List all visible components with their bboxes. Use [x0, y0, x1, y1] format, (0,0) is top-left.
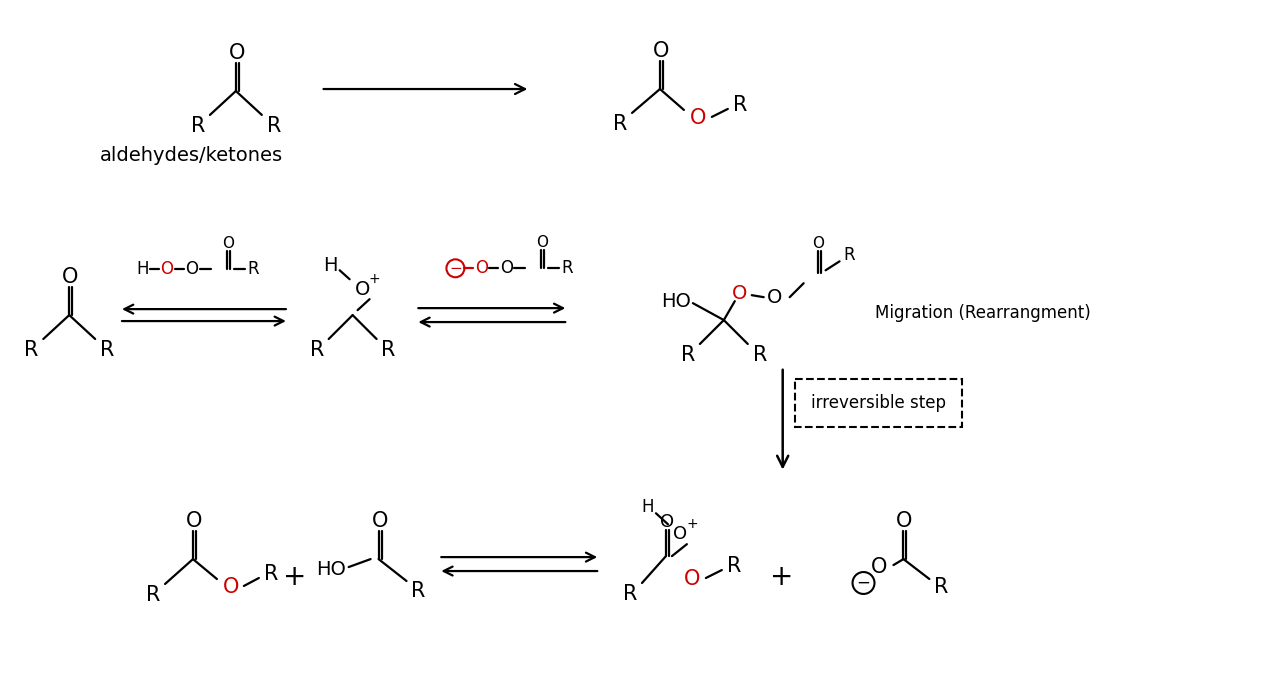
Text: O: O	[161, 260, 174, 278]
Text: R: R	[844, 246, 855, 264]
Text: O: O	[355, 280, 370, 299]
Text: R: R	[264, 564, 278, 584]
Text: −: −	[856, 574, 871, 592]
Text: R: R	[934, 577, 949, 597]
Text: O: O	[500, 259, 513, 277]
Text: O: O	[222, 577, 239, 597]
Text: R: R	[412, 581, 426, 601]
Text: O: O	[689, 108, 706, 128]
Text: HO: HO	[316, 559, 346, 578]
Text: R: R	[622, 584, 638, 604]
Text: O: O	[229, 43, 246, 63]
Text: O: O	[896, 511, 913, 532]
Text: +: +	[687, 517, 698, 532]
FancyBboxPatch shape	[795, 379, 962, 426]
Text: H: H	[642, 498, 655, 517]
Text: O: O	[766, 287, 782, 306]
Text: +: +	[369, 273, 381, 286]
Text: R: R	[613, 114, 628, 134]
Text: Migration (Rearrangment): Migration (Rearrangment)	[876, 304, 1092, 322]
Text: −: −	[449, 261, 462, 276]
Text: R: R	[727, 556, 741, 576]
Text: aldehydes/ketones: aldehydes/ketones	[99, 146, 283, 165]
Text: H: H	[323, 256, 338, 275]
Text: O: O	[732, 283, 747, 302]
Text: R: R	[562, 259, 574, 277]
Text: R: R	[100, 340, 114, 360]
Text: O: O	[660, 513, 674, 532]
Text: O: O	[372, 511, 388, 532]
Text: +: +	[770, 563, 793, 591]
Text: R: R	[733, 95, 747, 115]
Text: O: O	[222, 236, 234, 251]
Text: R: R	[145, 585, 161, 605]
Text: HO: HO	[661, 292, 691, 311]
Text: R: R	[382, 340, 396, 360]
Text: R: R	[266, 116, 280, 136]
Text: O: O	[813, 236, 824, 251]
Text: O: O	[653, 41, 669, 61]
Text: O: O	[872, 557, 887, 577]
Text: O: O	[536, 235, 548, 250]
Text: R: R	[680, 345, 696, 365]
Text: O: O	[62, 267, 78, 287]
Text: O: O	[684, 569, 700, 589]
Text: R: R	[247, 260, 258, 278]
Text: O: O	[475, 259, 487, 277]
Text: O: O	[185, 260, 198, 278]
Text: R: R	[24, 340, 39, 360]
Text: +: +	[283, 563, 306, 591]
Text: O: O	[673, 525, 687, 543]
Text: R: R	[190, 116, 206, 136]
Text: O: O	[185, 511, 202, 532]
Text: H: H	[136, 260, 149, 278]
Text: irreversible step: irreversible step	[811, 394, 946, 412]
Text: R: R	[310, 340, 324, 360]
Text: R: R	[752, 345, 766, 365]
